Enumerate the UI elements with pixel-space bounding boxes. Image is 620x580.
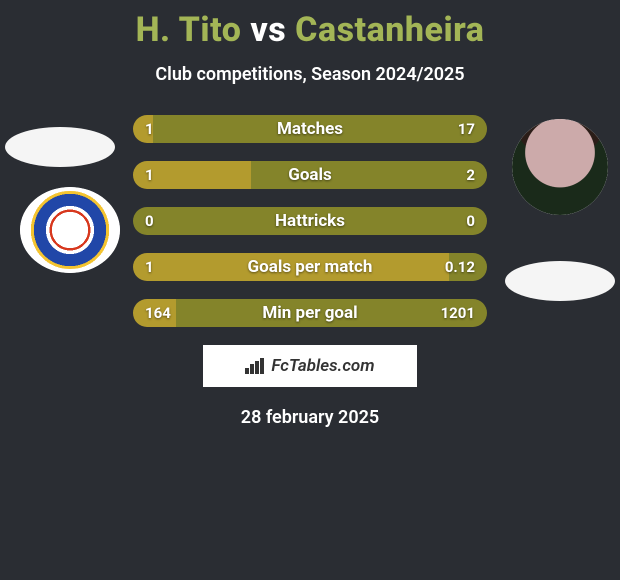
- stat-bars: Matches117Goals12Hattricks00Goals per ma…: [133, 115, 487, 327]
- player1-club-crest: [20, 187, 120, 273]
- stat-row: Goals12: [133, 161, 487, 189]
- stat-bar-left: [133, 253, 449, 281]
- player1-avatar-placeholder: [5, 127, 115, 167]
- face-icon: [512, 119, 608, 215]
- player2-name: Castanheira: [295, 10, 484, 50]
- stat-value-right: 0.12: [445, 258, 475, 276]
- comparison-area: Matches117Goals12Hattricks00Goals per ma…: [0, 115, 620, 428]
- player2-club-placeholder: [505, 261, 615, 301]
- stat-value-left: 1: [145, 166, 154, 184]
- stat-bar-right: [153, 115, 487, 143]
- stat-row: Min per goal1641201: [133, 299, 487, 327]
- stat-value-left: 164: [145, 304, 171, 322]
- page-title: H. Tito vs Castanheira: [0, 0, 620, 50]
- vs-text: vs: [250, 10, 286, 50]
- crest-icon: [20, 187, 120, 273]
- stat-value-right: 2: [466, 166, 475, 184]
- stat-value-left: 1: [145, 120, 154, 138]
- stat-row: Hattricks00: [133, 207, 487, 235]
- brand-chart-icon: [245, 358, 265, 374]
- brand-badge: FcTables.com: [203, 345, 417, 387]
- stat-bar-right: [310, 207, 487, 235]
- player1-name: H. Tito: [136, 10, 242, 50]
- stat-value-right: 0: [466, 212, 475, 230]
- stat-value-right: 17: [458, 120, 475, 138]
- stat-row: Matches117: [133, 115, 487, 143]
- stat-value-left: 0: [145, 212, 154, 230]
- stat-bar-right: [251, 161, 487, 189]
- footer-date: 28 february 2025: [0, 407, 620, 428]
- subtitle: Club competitions, Season 2024/2025: [0, 64, 620, 85]
- stat-value-right: 1201: [441, 304, 475, 322]
- stat-value-left: 1: [145, 258, 154, 276]
- player2-avatar: [512, 119, 608, 215]
- stat-row: Goals per match10.12: [133, 253, 487, 281]
- brand-text: FcTables.com: [271, 356, 374, 376]
- stat-bar-left: [133, 207, 310, 235]
